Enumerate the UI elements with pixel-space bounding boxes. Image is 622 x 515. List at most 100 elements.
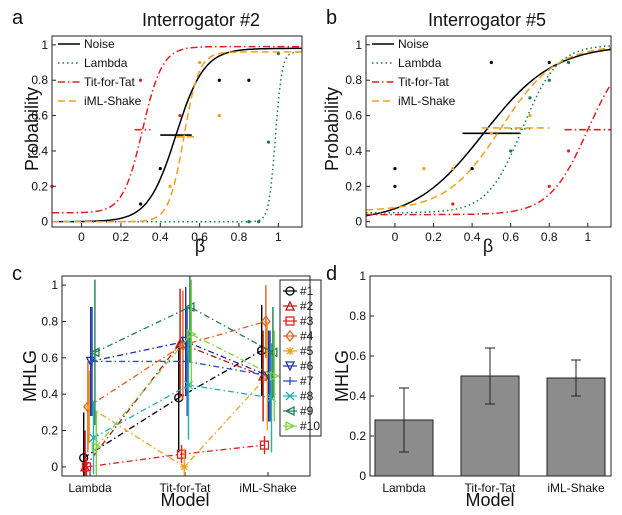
data-point-iml <box>489 131 493 135</box>
data-point-lambda <box>547 78 551 82</box>
x-tick-label: 0.4 <box>464 230 481 244</box>
data-point-iml <box>217 113 221 118</box>
panel-c-ylabel: MHLG <box>20 350 40 402</box>
panel-a-ylabel: Probability <box>22 87 42 171</box>
data-point-noise <box>547 60 551 65</box>
y-tick-label: 0 <box>355 215 362 229</box>
legend-label-noise: Noise <box>398 37 429 51</box>
data-point-iml <box>451 167 455 171</box>
panel-c-plot-area: 0 0.2 0.4 0.6 0.8 1 Lambda Tit-for-Tat iML-Shake… <box>41 276 322 495</box>
legend-marker-3 <box>285 316 295 326</box>
series-line-1 <box>83 349 263 459</box>
y-tick-label: 0.4 <box>31 144 48 158</box>
x-tick-label: 0.6 <box>502 230 519 244</box>
data-point-lambda <box>509 149 513 153</box>
legend-label-7: #7 <box>300 374 314 388</box>
series-tft-curve <box>52 45 302 214</box>
data-point-tft <box>547 184 551 188</box>
series-line-3 <box>86 444 265 468</box>
x-tick-label: 0 <box>392 230 399 244</box>
series-iml-curve <box>365 47 612 211</box>
data-point-lambda <box>247 220 251 224</box>
y-tick-label: 1 <box>355 38 362 52</box>
x-tick-label: Tit-for-Tat <box>160 481 212 495</box>
marker-10 <box>186 329 197 340</box>
y-tick-label: 0.2 <box>41 424 58 438</box>
data-point-iml <box>528 113 532 118</box>
legend-marker-8 <box>285 391 295 401</box>
legend-marker-9 <box>284 405 295 417</box>
data-point-lambda <box>266 140 271 144</box>
data-point-tft <box>451 202 455 206</box>
legend-label-4: #4 <box>300 329 314 343</box>
panel-a: a Interrogator #2 Probability β 0 0.2 0.4 0… <box>12 7 303 256</box>
data-point-iml <box>198 60 202 65</box>
legend-marker-2 <box>284 300 296 311</box>
data-point-lambda <box>257 220 261 224</box>
legend-label-noise: Noise <box>84 37 115 51</box>
y-tick-label: 0 <box>41 215 48 229</box>
legend-label-1: #1 <box>300 284 314 298</box>
legend-marker-6 <box>284 361 296 372</box>
legend-label-9: #9 <box>300 404 314 418</box>
data-point-noise <box>217 78 221 82</box>
x-tick-label: Tit-for-Tat <box>465 481 517 495</box>
marker-4 <box>261 315 271 328</box>
marker-5 <box>180 462 189 471</box>
x-tick-label: iML-Shake <box>547 481 605 495</box>
marker-10 <box>269 370 280 382</box>
x-tick-label: Lambda <box>68 481 112 495</box>
marker-5 <box>85 402 94 411</box>
x-tick-label: 0.6 <box>191 230 208 244</box>
panel-a-label: a <box>12 7 24 29</box>
legend-label-tft: Tit-for-Tat <box>398 75 450 89</box>
marker-3 <box>259 440 270 450</box>
panel-a-xlabel: β <box>195 236 205 256</box>
marker-3 <box>81 462 92 472</box>
data-point-tft <box>138 78 143 82</box>
legend-label-3: #3 <box>300 314 314 328</box>
marker-1 <box>79 453 89 463</box>
legend-label-6: #6 <box>300 359 314 373</box>
y-tick-label: 1 <box>41 38 48 52</box>
data-point-lambda <box>566 60 571 65</box>
marker-7 <box>183 357 192 366</box>
panel-b-ylabel: Probability <box>322 87 342 171</box>
series-lambda-curve <box>366 45 612 214</box>
panel-d-axes-frame <box>369 275 612 477</box>
panel-d: d MHLG Model 0 0.2 0.4 0.6 0.8 1 Lambda Tit-for… <box>326 263 612 510</box>
y-tick-label: 0.6 <box>41 351 58 365</box>
legend-label-iml: iML-Shake <box>398 94 456 108</box>
panel-b-xlabel: β <box>483 236 493 256</box>
data-point-noise <box>489 60 493 65</box>
series-tft-curve <box>366 83 612 216</box>
panel-c-label: c <box>12 263 22 285</box>
x-tick-label: 1 <box>585 230 592 244</box>
panel-d-label: d <box>326 263 337 285</box>
panel-b-label: b <box>326 7 337 29</box>
marker-3 <box>176 449 187 459</box>
data-point-noise <box>393 184 397 188</box>
panel-d-ylabel: MHLG <box>332 350 352 402</box>
legend-label-iml: iML-Shake <box>84 94 142 108</box>
x-tick-label: 0.4 <box>152 230 169 244</box>
marker-9 <box>89 347 100 358</box>
panel-c-axes-frame <box>61 275 311 477</box>
y-tick-label: 1 <box>51 278 58 292</box>
legend-label-lambda: Lambda <box>84 56 128 70</box>
y-tick-label: 0.8 <box>349 309 366 323</box>
panel-a-title: Interrogator #2 <box>142 10 260 30</box>
y-tick-label: 0.4 <box>41 387 58 401</box>
panel-d-plot-area: 0 0.2 0.4 0.6 0.8 1 Lambda Tit-for-Tat iML-Shake <box>349 269 606 495</box>
y-tick-label: 1 <box>359 269 366 283</box>
series-line-7 <box>92 360 271 377</box>
data-point-noise <box>247 78 251 82</box>
y-tick-label: 0.2 <box>349 429 366 443</box>
x-tick-label: 0.8 <box>231 230 248 244</box>
legend-marker-5 <box>286 347 294 355</box>
y-tick-label: 0.2 <box>31 179 48 193</box>
data-point-lambda <box>528 96 532 100</box>
legend-marker-4 <box>285 329 295 343</box>
panel-a-axes-frame <box>51 35 303 228</box>
